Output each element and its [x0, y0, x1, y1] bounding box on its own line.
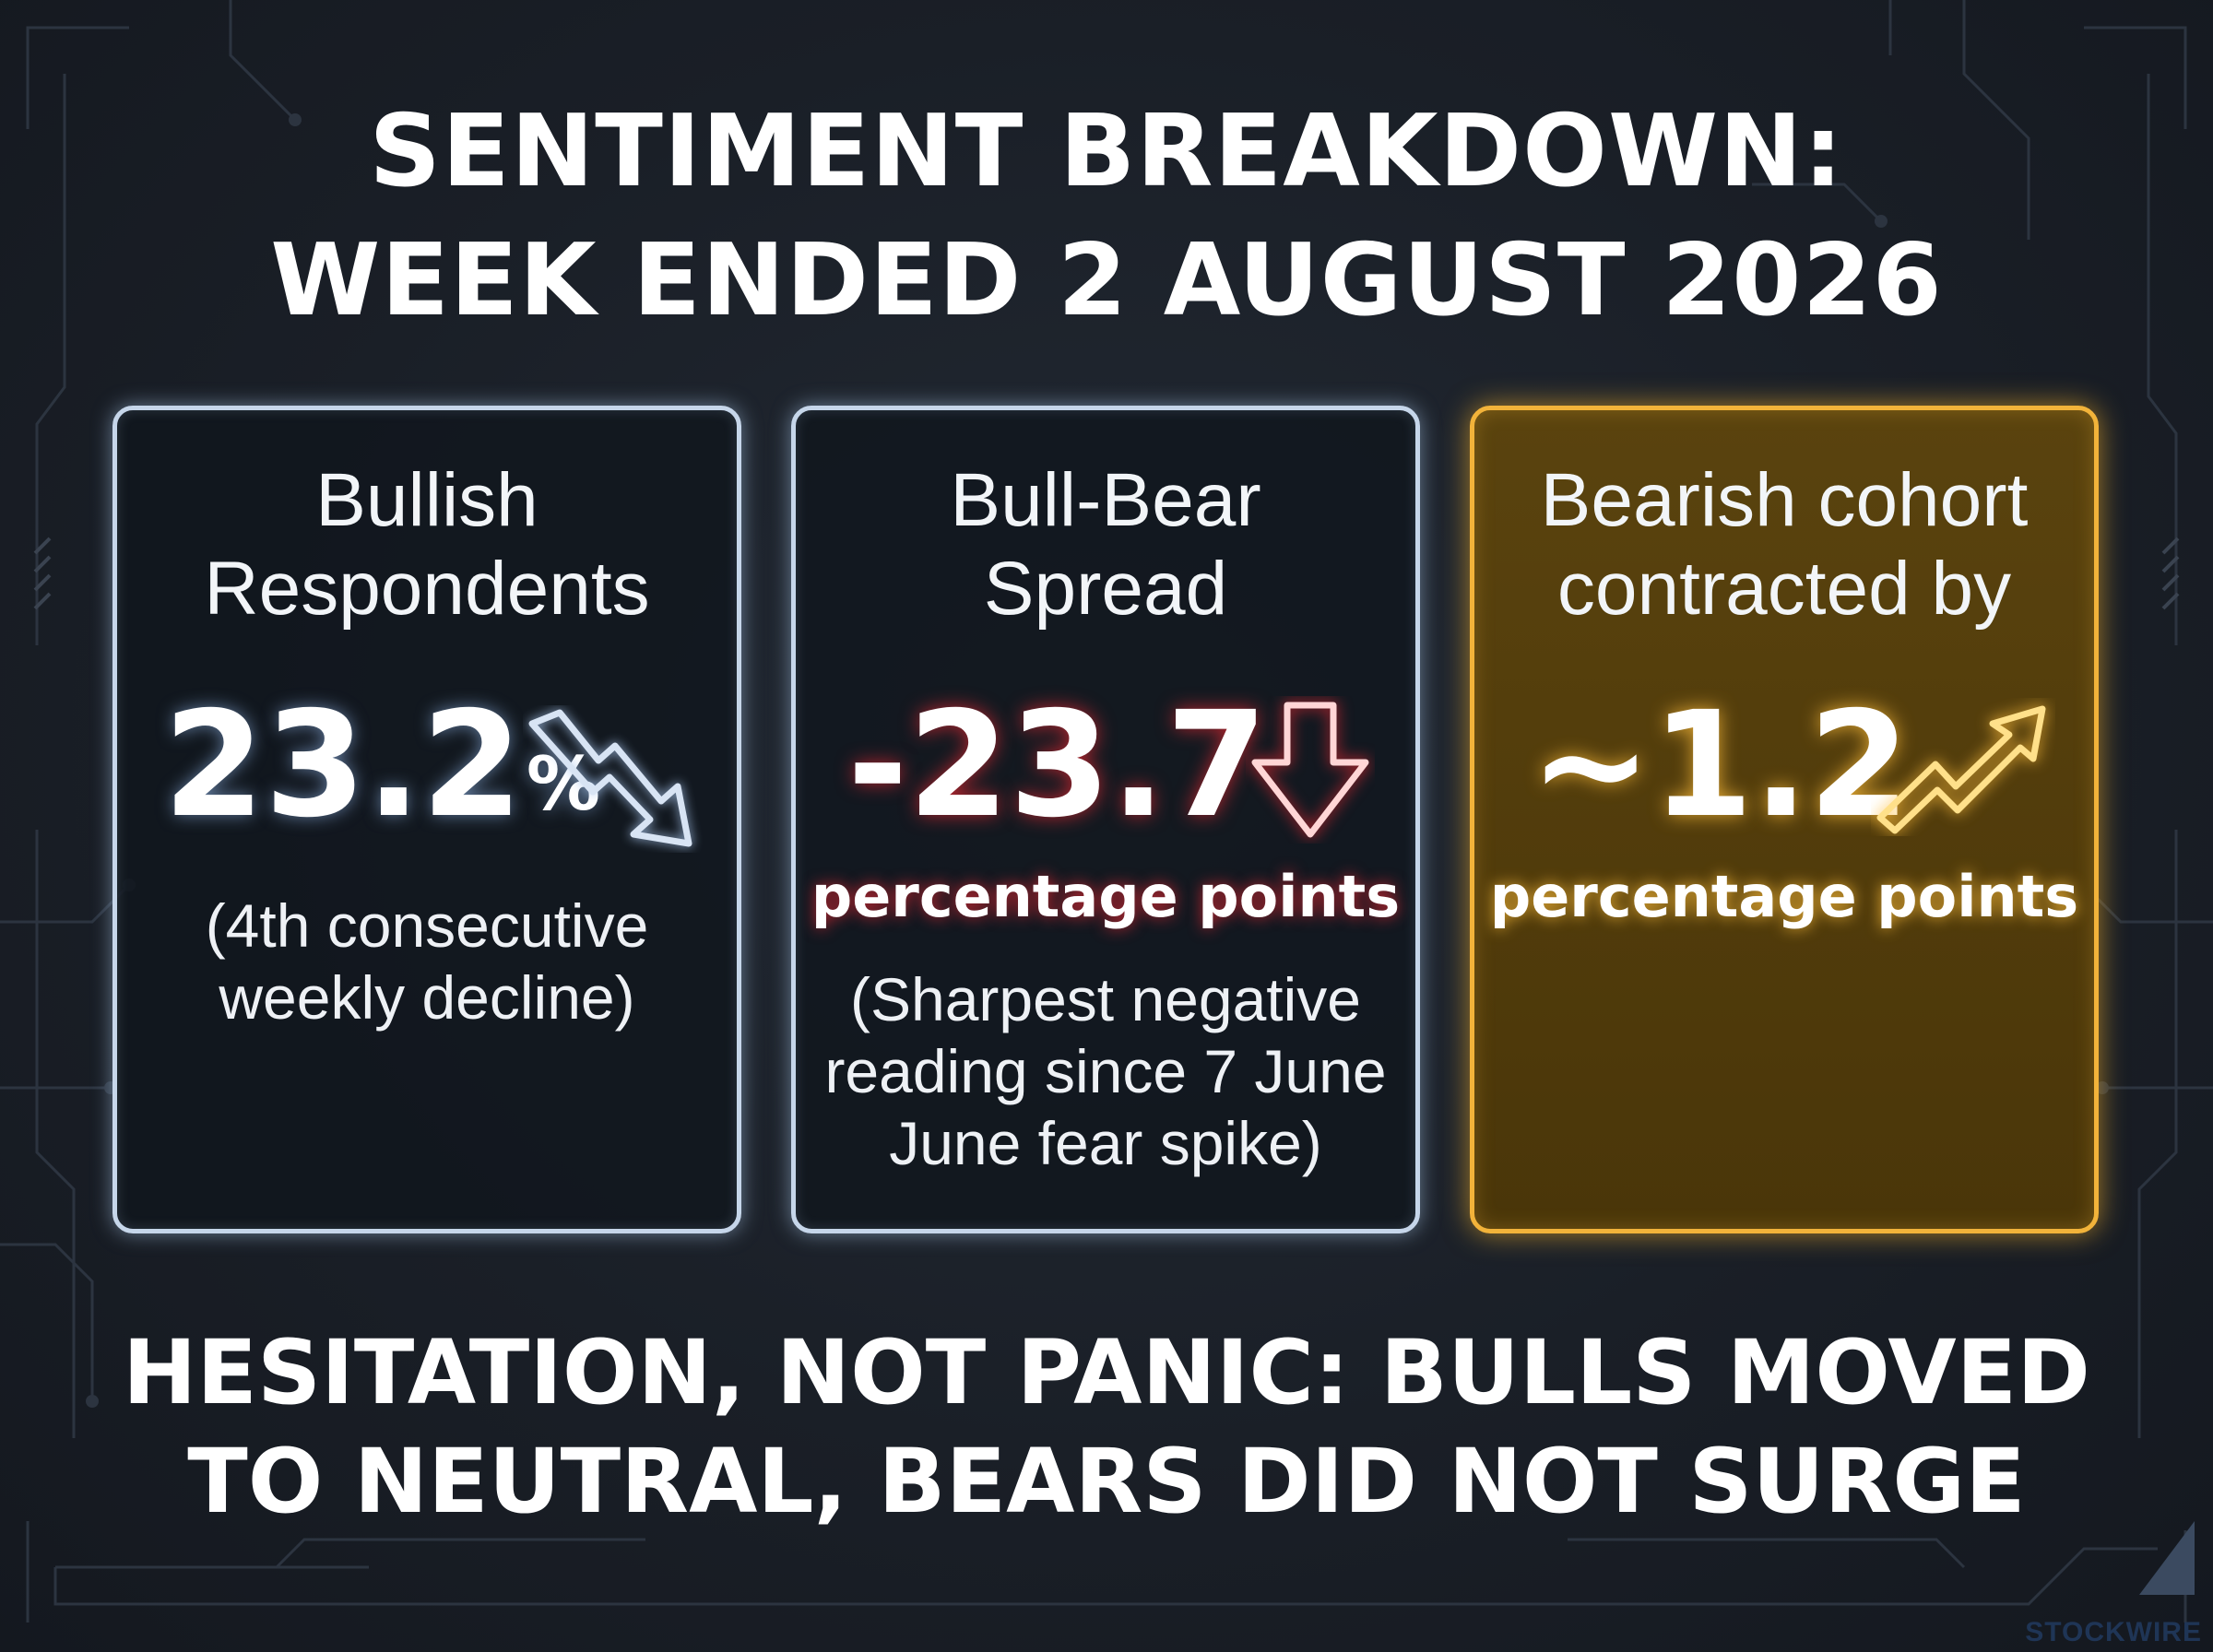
zigzag-down-arrow-icon [528, 709, 692, 847]
down-arrow-icon [1251, 702, 1369, 838]
card-label-line-1: Bullish [315, 458, 538, 542]
card-label: Bullish Respondents [117, 456, 737, 633]
frame-corner-top-left [26, 26, 129, 129]
footer-line-2: TO NEUTRAL, BEARS DID NOT SURGE [187, 1430, 2026, 1533]
bearish-value: ~1.2 [1530, 680, 1911, 850]
bullish-respondents-card: Bullish Respondents 23.2% (4th consecuti… [112, 406, 741, 1233]
spread-note: (Sharpest negative reading since 7 June … [796, 963, 1415, 1179]
note-line-1: (Sharpest negative [849, 965, 1361, 1033]
bull-bear-spread-card: Bull-Bear Spread -23.7 percentage points… [791, 406, 1420, 1233]
card-label-line-1: Bearish cohort [1540, 458, 2029, 542]
spread-value: -23.7 [847, 680, 1268, 850]
brand-watermark: STOCKWIRE [2025, 1617, 2202, 1647]
corner-triangle-accent [2139, 1521, 2195, 1595]
frame-corner-top-right [2084, 26, 2187, 129]
footer-headline: HESITATION, NOT PANIC: BULLS MOVED TO NE… [0, 1318, 2213, 1536]
card-label-line-2: Spread [983, 547, 1228, 631]
bearish-cohort-card: Bearish cohort contracted by ~1.2 percen… [1470, 406, 2099, 1233]
note-line-2: reading since 7 June [824, 1037, 1387, 1105]
note-line-1: (4th consecutive [205, 891, 649, 960]
card-label: Bull-Bear Spread [796, 456, 1415, 633]
note-line-2: weekly decline) [219, 963, 635, 1032]
spread-unit: percentage points [811, 863, 1401, 930]
card-label-line-2: contracted by [1556, 547, 2012, 631]
card-label: Bearish cohort contracted by [1474, 456, 2094, 633]
bearish-unit: percentage points [1489, 863, 2079, 930]
zigzag-up-arrow-icon [1876, 705, 2046, 834]
bullish-note: (4th consecutive weekly decline) [117, 890, 737, 1033]
page-title: SENTIMENT BREAKDOWN: WEEK ENDED 2 AUGUST… [0, 88, 2213, 346]
note-line-3: June fear spike) [889, 1109, 1322, 1177]
footer-line-1: HESITATION, NOT PANIC: BULLS MOVED [123, 1321, 2090, 1424]
title-line-1: SENTIMENT BREAKDOWN: [369, 94, 1844, 209]
bullish-value-number: 23.2 [163, 680, 523, 850]
card-label-line-1: Bull-Bear [950, 458, 1261, 542]
card-label-line-2: Respondents [204, 547, 650, 631]
title-line-2: WEEK ENDED 2 AUGUST 2026 [270, 223, 1943, 338]
